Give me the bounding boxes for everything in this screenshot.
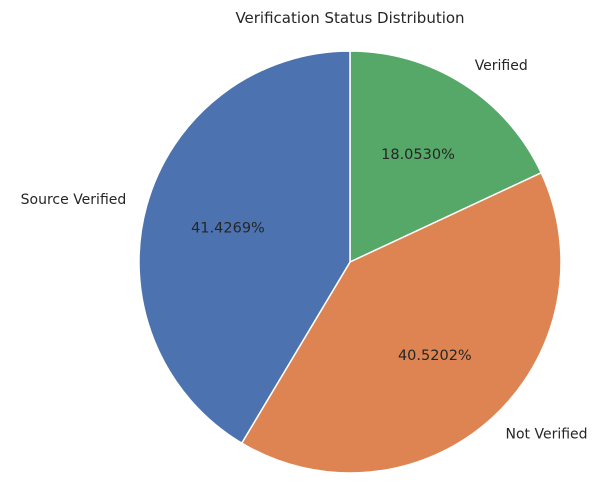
pie-slice-verified [349, 50, 542, 263]
slice-label-verified: Verified [475, 58, 528, 74]
pie-slices [138, 50, 562, 474]
pie-slice-not-verified [241, 172, 562, 474]
slice-percent-source-verified: 41.4269% [191, 220, 265, 236]
slice-label-not-verified: Not Verified [506, 426, 588, 442]
pie-labels: Verified 18.0530% Not Verified 40.5202% Sour… [21, 58, 588, 442]
slice-percent-verified: 18.0530% [381, 147, 455, 163]
chart-title: Verification Status Distribution [235, 9, 464, 27]
slice-label-source-verified: Source Verified [21, 192, 127, 208]
slice-percent-not-verified: 40.5202% [398, 348, 472, 364]
pie-slice-source-verified [138, 50, 351, 444]
